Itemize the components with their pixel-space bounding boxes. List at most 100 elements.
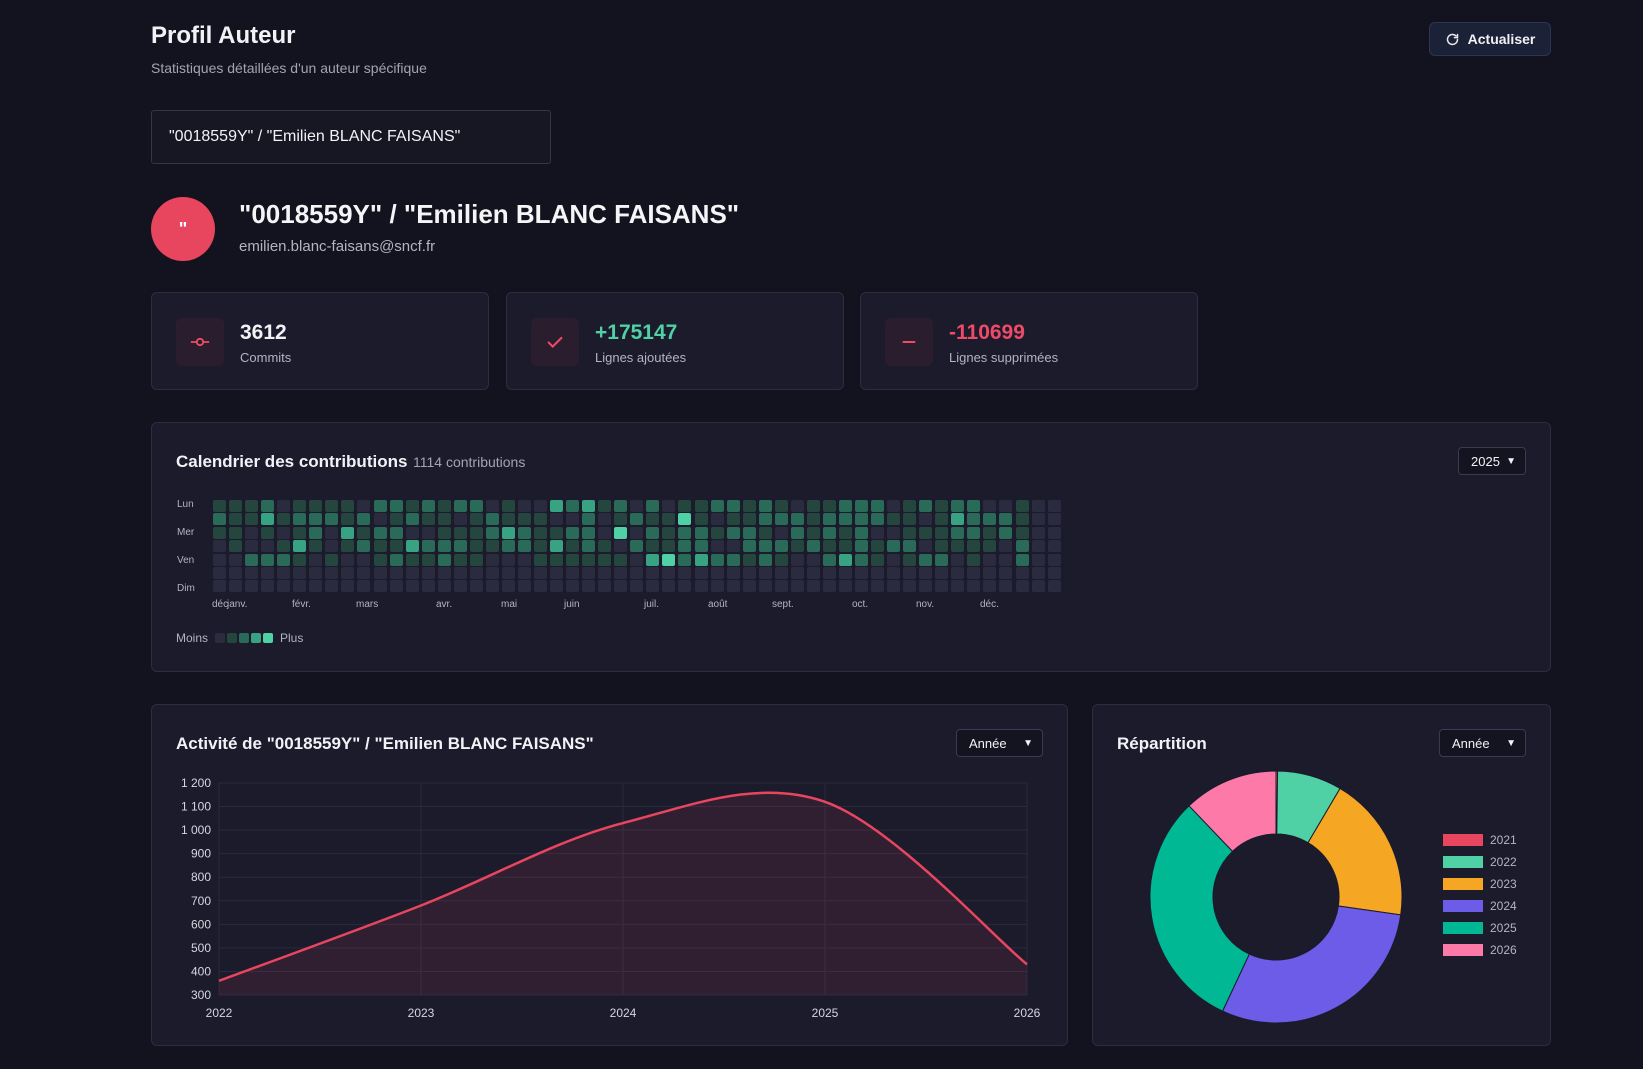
calendar-day-cell: [245, 513, 259, 526]
calendar-day-cell: [357, 540, 371, 553]
calendar-day-cell: [678, 580, 692, 593]
calendar-day-cell: [389, 526, 403, 539]
calendar-day-cell: [229, 513, 243, 526]
calendar-day-cell: [951, 540, 965, 553]
calendar-day-cell: [983, 567, 997, 579]
calendar-day-cell: [357, 513, 371, 526]
distribution-card: Répartition Année ▼ 2021 2022 2023 2024 2025…: [1092, 704, 1551, 1046]
calendar-day-cell: [887, 540, 901, 553]
calendar-day-cell: [373, 567, 387, 579]
calendar-day-cell: [951, 526, 965, 539]
calendar-day-cell: [951, 553, 965, 566]
calendar-day-cell: [421, 553, 435, 566]
month-label: juil.: [644, 599, 660, 610]
calendar-day-cell: [806, 540, 820, 553]
calendar-day-cell: [790, 526, 804, 539]
calendar-day-cell: [983, 500, 997, 512]
calendar-day-cell: [550, 500, 564, 512]
calendar-day-cell: [630, 500, 644, 512]
refresh-icon: [1446, 33, 1458, 45]
calendar-day-cell: [838, 580, 852, 593]
calendar-day-cell: [838, 526, 852, 539]
activity-period-select[interactable]: Année ▼: [956, 729, 1043, 757]
activity-area-chart: 1 200 1 100 1 000 900 800 700 600 500 400 300 2022…: [181, 776, 1041, 1020]
y-tick-label: 1 100: [181, 800, 211, 814]
x-tick-label: 2024: [610, 1006, 637, 1020]
calendar-day-cell: [341, 526, 355, 539]
calendar-day-cell: [293, 567, 307, 579]
calendar-day-cell: [646, 540, 660, 553]
calendar-day-cell: [678, 526, 692, 539]
day-label: Dim: [177, 583, 195, 594]
calendar-day-cell: [389, 513, 403, 526]
month-label: févr.: [292, 599, 311, 610]
calendar-day-cell: [566, 553, 580, 566]
calendar-day-cell: [1047, 540, 1061, 553]
y-tick-label: 600: [191, 917, 211, 931]
calendar-day-cell: [662, 540, 676, 553]
calendar-day-cell: [437, 567, 451, 579]
calendar-day-cell: [485, 500, 499, 512]
calendar-day-cell: [245, 553, 259, 566]
calendar-day-cell: [534, 553, 547, 566]
calendar-day-cell: [245, 567, 259, 579]
calendar-day-cell: [1015, 526, 1029, 539]
calendar-day-cell: [774, 500, 788, 512]
calendar-day-cell: [710, 526, 724, 539]
legend-label: 2025: [1490, 921, 1517, 935]
distribution-period-select[interactable]: Année ▼: [1439, 729, 1526, 757]
calendar-day-cell: [453, 553, 467, 566]
calendar-day-cell: [437, 513, 451, 526]
calendar-day-cell: [261, 500, 275, 512]
calendar-day-cell: [935, 580, 949, 593]
calendar-day-cell: [1015, 540, 1029, 553]
calendar-day-cell: [582, 580, 596, 593]
calendar-day-cell: [293, 513, 307, 526]
calendar-day-cell: [774, 580, 788, 593]
calendar-day-cell: [389, 553, 403, 566]
author-select[interactable]: "0018559Y" / "Emilien BLANC FAISANS": [151, 110, 551, 164]
year-select-value: 2025: [1471, 453, 1500, 469]
x-tick-label: 2026: [1014, 1006, 1041, 1020]
calendar-day-cell: [967, 567, 981, 579]
calendar-day-cell: [630, 553, 644, 566]
year-select[interactable]: 2025 ▼: [1458, 447, 1526, 475]
calendar-day-cell: [903, 526, 917, 539]
calendar-day-cell: [517, 513, 531, 526]
calendar-day-cell: [598, 553, 612, 566]
calendar-day-cell: [421, 567, 435, 579]
calendar-day-cell: [999, 540, 1013, 553]
calendar-day-cell: [1031, 513, 1045, 526]
calendar-day-cell: [501, 526, 515, 539]
calendar-day-cell: [614, 540, 628, 553]
calendar-day-cell: [983, 540, 997, 553]
x-tick-label: 2022: [206, 1006, 233, 1020]
calendar-day-cell: [903, 500, 917, 512]
calendar-day-cell: [213, 526, 226, 539]
calendar-day-cell: [871, 500, 885, 512]
legend-level-box: [215, 633, 226, 643]
calendar-day-cell: [357, 580, 371, 593]
calendar-day-cell: [726, 567, 740, 579]
calendar-day-cell: [341, 513, 355, 526]
calendar-day-cell: [309, 580, 323, 593]
calendar-day-cell: [774, 513, 788, 526]
legend-level-box: [251, 633, 262, 643]
calendar-day-cell: [598, 526, 612, 539]
y-tick-label: 1 200: [181, 776, 211, 790]
refresh-button[interactable]: Actualiser: [1429, 22, 1551, 56]
calendar-day-cell: [582, 500, 596, 512]
calendar-day-cell: [1015, 513, 1029, 526]
calendar-day-cell: [421, 513, 435, 526]
calendar-day-cell: [373, 513, 387, 526]
legend-level-box: [227, 633, 238, 643]
calendar-day-cell: [758, 567, 772, 579]
calendar-day-cell: [566, 513, 580, 526]
calendar-day-cell: [646, 553, 660, 566]
calendar-day-cell: [405, 567, 419, 579]
calendar-day-cell: [501, 540, 515, 553]
calendar-day-cell: [935, 540, 949, 553]
activity-card: Activité de "0018559Y" / "Emilien BLANC …: [151, 704, 1068, 1046]
calendar-day-cell: [806, 580, 820, 593]
calendar-day-cell: [550, 540, 564, 553]
